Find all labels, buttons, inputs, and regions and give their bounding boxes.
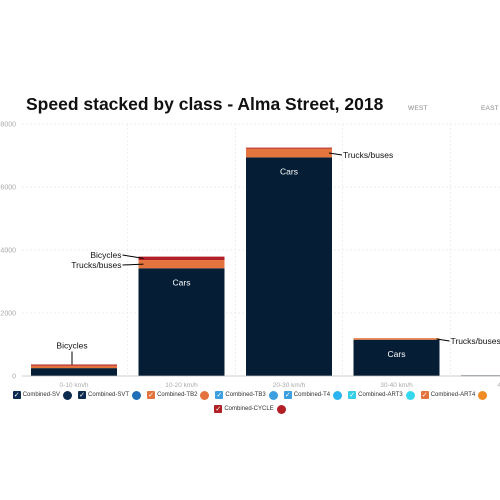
tab-west[interactable]: WEST <box>408 105 428 112</box>
color-swatch-icon[interactable] <box>268 390 278 400</box>
checkbox-icon[interactable]: ✓ <box>78 391 87 399</box>
annotation-cars-label: Cars <box>388 349 406 359</box>
color-swatch-icon[interactable] <box>200 390 210 400</box>
legend-item[interactable]: ✓ Combined-TB2 <box>147 390 210 400</box>
bar-segment-cars <box>138 268 225 376</box>
checkbox-icon[interactable]: ✓ <box>215 391 224 399</box>
color-swatch-icon[interactable] <box>63 390 73 400</box>
bar-segment-trucks-buses <box>246 148 332 158</box>
legend-label: Combined-TB3 <box>225 392 266 398</box>
bar-segment-cars <box>31 368 117 376</box>
checkbox-icon[interactable]: ✓ <box>283 391 292 399</box>
legend-row: ✓ Combined-SV ✓ Combined-SVT ✓ Combined-TB2 ✓ C… <box>0 388 500 402</box>
color-swatch-icon[interactable] <box>333 390 343 400</box>
legend-item[interactable]: ✓ Combined-ART3 <box>348 390 415 400</box>
checkbox-icon[interactable]: ✓ <box>348 391 357 399</box>
annotation-trucks-label: Trucks/buses <box>71 260 121 270</box>
legend-label: Combined-T4 <box>293 392 331 398</box>
annotation-bicycles-label: Bicycles <box>90 250 121 260</box>
legend-item[interactable]: ✓ Combined-SVT <box>78 390 142 400</box>
legend-label: Combined-ART4 <box>430 392 476 398</box>
annotation-leader-line <box>122 263 144 266</box>
bar-segment-trucks-buses <box>138 260 225 269</box>
y-tick-label: 6000 <box>0 185 16 192</box>
legend-item[interactable]: ✓ Combined-ART4 <box>420 390 488 400</box>
bar-segment-bicycles <box>31 364 117 366</box>
y-tick-label: 2000 <box>0 311 16 318</box>
legend: ✓ Combined-SV ✓ Combined-SVT ✓ Combined-TB2 ✓ C… <box>0 388 500 416</box>
checkbox-icon[interactable]: ✓ <box>12 391 21 399</box>
legend-label: Combined-CYCLE <box>224 406 274 412</box>
checkbox-icon[interactable]: ✓ <box>147 391 156 399</box>
bar-segment-trucks-buses <box>31 365 117 369</box>
legend-label: Combined-SVT <box>88 392 130 398</box>
annotation-cars-label: Cars <box>173 277 191 287</box>
x-tick-label: 0-10 km/h <box>60 382 89 389</box>
annotation-trucks-label: Trucks/buses <box>451 336 500 346</box>
color-swatch-icon[interactable] <box>276 404 286 414</box>
x-tick-label: 40-5 <box>497 382 500 389</box>
checkbox-icon[interactable]: ✓ <box>420 391 429 399</box>
annotation-trucks-label: Trucks/buses <box>343 150 393 160</box>
color-swatch-icon[interactable] <box>478 390 488 400</box>
legend-row: ✓ Combined-CYCLE <box>0 402 500 416</box>
checkbox-icon[interactable]: ✓ <box>214 405 223 413</box>
bar-segment-cars <box>353 339 440 376</box>
y-tick-label: 4000 <box>0 248 16 255</box>
x-tick-label: 20-30 km/h <box>273 382 306 389</box>
x-tick-label: 30-40 km/h <box>380 382 413 389</box>
chart-title: Speed stacked by class - Alma Street, 20… <box>26 94 384 114</box>
legend-label: Combined-TB2 <box>157 392 198 398</box>
y-tick-label: 8000 <box>0 122 16 129</box>
annotation-leader-line <box>122 254 144 259</box>
color-swatch-icon[interactable] <box>132 390 142 400</box>
y-tick-label: 0 <box>12 374 16 381</box>
annotation-leader-line <box>436 338 450 342</box>
bar-segment-bicycles <box>138 256 225 261</box>
annotation-cars-label: Cars <box>280 166 298 176</box>
annotation-bicycles-label: Bicycles <box>56 341 87 351</box>
annotation-leader-line <box>328 152 343 156</box>
bar-segment-cars <box>246 157 332 376</box>
bar-segment-trucks-buses <box>353 338 440 340</box>
tab-east[interactable]: EAST <box>481 105 499 112</box>
legend-label: Combined-SV <box>22 392 61 398</box>
legend-item[interactable]: ✓ Combined-SV <box>12 390 73 400</box>
legend-item[interactable]: ✓ Combined-CYCLE <box>214 404 286 414</box>
legend-label: Combined-ART3 <box>358 392 403 398</box>
legend-item[interactable]: ✓ Combined-TB3 <box>215 390 278 400</box>
color-swatch-icon[interactable] <box>405 390 415 400</box>
bar-segment-bicycles <box>246 147 332 149</box>
legend-item[interactable]: ✓ Combined-T4 <box>283 390 343 400</box>
x-tick-label: 10-20 km/h <box>165 382 198 389</box>
